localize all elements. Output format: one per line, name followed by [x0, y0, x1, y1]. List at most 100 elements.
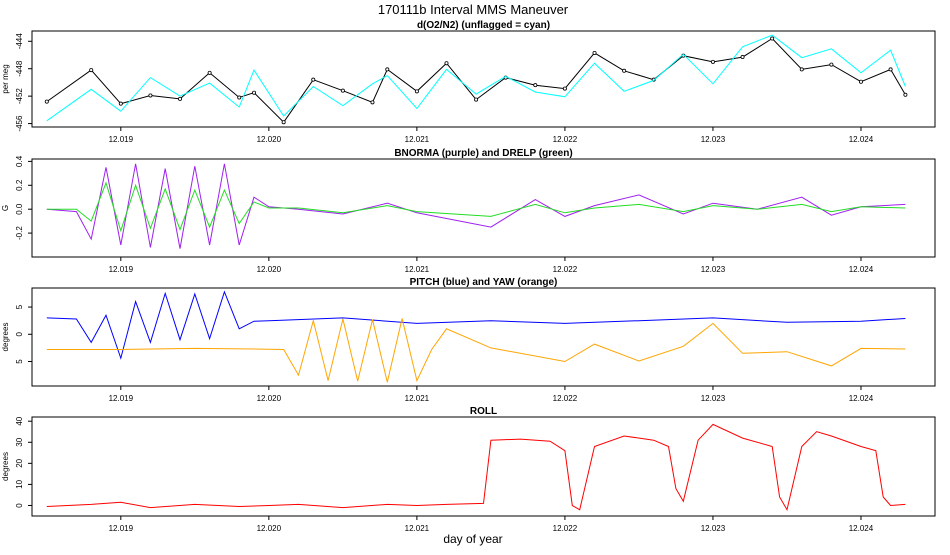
x-tick-label: 12.022	[553, 394, 578, 403]
series-line-green	[46, 181, 906, 233]
x-tick-label: 12.020	[257, 394, 282, 403]
series-red	[46, 423, 906, 512]
series-cyan	[46, 34, 906, 122]
data-point	[562, 86, 567, 91]
data-point	[385, 67, 390, 72]
y-tick-label: 30	[15, 437, 24, 446]
data-point	[237, 95, 242, 100]
y-tick-label: 5	[15, 304, 24, 309]
data-point	[414, 89, 419, 94]
x-tick-label: 12.022	[553, 524, 578, 533]
x-tick-label: 12.024	[849, 524, 874, 533]
panel-title: d(O2/N2) (unflagged = cyan)	[417, 20, 550, 31]
y-tick-label: 10	[15, 479, 24, 488]
data-point	[340, 88, 345, 93]
data-point	[888, 67, 893, 72]
data-point	[118, 101, 123, 106]
data-point	[858, 79, 863, 84]
x-tick-label: 12.021	[405, 394, 430, 403]
y-tick-label: 0	[15, 503, 24, 508]
panel-4: ROLL degrees 0 10 20 30 40 12.019 12.020 12.021 12…	[1, 406, 936, 533]
panel-title: BNORMA (purple) and DRELP (green)	[394, 148, 572, 159]
panel-1: d(O2/N2) (unflagged = cyan) per meg -456 -4…	[1, 20, 936, 144]
panel-frame	[31, 287, 936, 387]
data-point	[622, 68, 627, 73]
data-point	[474, 97, 479, 102]
y-axis-label: per meg	[1, 64, 10, 93]
x-tick-label: 12.023	[701, 135, 726, 144]
panel-3: PITCH (blue) and YAW (orange) degrees 5 0 5 1…	[1, 277, 936, 403]
series-line-cyan	[46, 34, 906, 122]
x-tick-label: 12.023	[701, 265, 726, 274]
series-purple	[46, 163, 906, 249]
x-tick-label: 12.021	[405, 265, 430, 274]
panel-title: ROLL	[470, 406, 497, 417]
data-point	[444, 61, 449, 66]
data-point	[740, 55, 745, 60]
x-tick-label: 12.023	[701, 524, 726, 533]
panel-frame	[31, 30, 936, 128]
y-axis-label: degrees	[1, 323, 10, 352]
x-tick-label: 12.020	[257, 524, 282, 533]
y-tick-label: 0	[15, 332, 24, 337]
panel-2: BNORMA (purple) and DRELP (green) G -0.2 0.…	[1, 148, 936, 274]
data-point	[281, 120, 286, 125]
series-black	[44, 36, 908, 125]
series-line-blue	[46, 290, 906, 360]
y-tick-label: -448	[15, 60, 24, 77]
x-tick-label: 12.019	[109, 135, 134, 144]
x-tick-label: 12.019	[109, 524, 134, 533]
y-tick-label: -444	[15, 33, 24, 50]
series-orange	[46, 318, 906, 383]
data-point	[44, 99, 49, 104]
series-line-red	[46, 423, 906, 512]
y-axis-label: degrees	[1, 452, 10, 481]
x-tick-label: 12.022	[553, 135, 578, 144]
data-point	[148, 93, 153, 98]
x-tick-label: 12.020	[257, 135, 282, 144]
y-axis-label: G	[1, 205, 10, 211]
y-tick-label: -452	[15, 88, 24, 105]
x-tick-label: 12.021	[405, 524, 430, 533]
panel-frame	[31, 416, 936, 517]
y-tick-label: 20	[15, 458, 24, 467]
data-point	[770, 36, 775, 41]
data-point	[533, 83, 538, 88]
data-point	[178, 96, 183, 101]
data-point	[799, 67, 804, 72]
y-tick-label: 0.0	[15, 203, 24, 215]
y-tick-label: -0.2	[15, 226, 24, 240]
x-tick-label: 12.019	[109, 394, 134, 403]
x-tick-label: 12.020	[257, 265, 282, 274]
chart-panels: d(O2/N2) (unflagged = cyan) per meg -456 -4…	[1, 20, 936, 533]
data-point	[252, 90, 257, 95]
data-point	[903, 92, 908, 97]
x-axis-label: day of year	[443, 532, 502, 546]
series-line-purple	[46, 163, 906, 249]
x-tick-label: 12.022	[553, 265, 578, 274]
x-tick-label: 12.024	[849, 135, 874, 144]
x-tick-label: 12.024	[849, 394, 874, 403]
data-point	[592, 50, 597, 55]
y-tick-label: 40	[15, 416, 24, 425]
y-tick-label: 0.4	[15, 155, 24, 167]
data-point	[829, 62, 834, 67]
main-title: 170111b Interval MMS Maneuver	[378, 2, 569, 17]
x-tick-label: 12.024	[849, 265, 874, 274]
y-tick-label: -456	[15, 115, 24, 132]
series-green	[46, 181, 906, 233]
series-line-orange	[46, 318, 906, 383]
series-line-black	[46, 37, 906, 123]
x-tick-label: 12.023	[701, 394, 726, 403]
x-tick-label: 12.019	[109, 265, 134, 274]
x-tick-label: 12.021	[405, 135, 430, 144]
y-tick-label: 5	[15, 359, 24, 364]
data-point	[311, 77, 316, 82]
data-point	[370, 100, 375, 105]
y-tick-label: 0.2	[15, 179, 24, 191]
data-point	[710, 59, 715, 64]
panel-frame	[31, 158, 936, 258]
series-blue	[46, 290, 906, 360]
